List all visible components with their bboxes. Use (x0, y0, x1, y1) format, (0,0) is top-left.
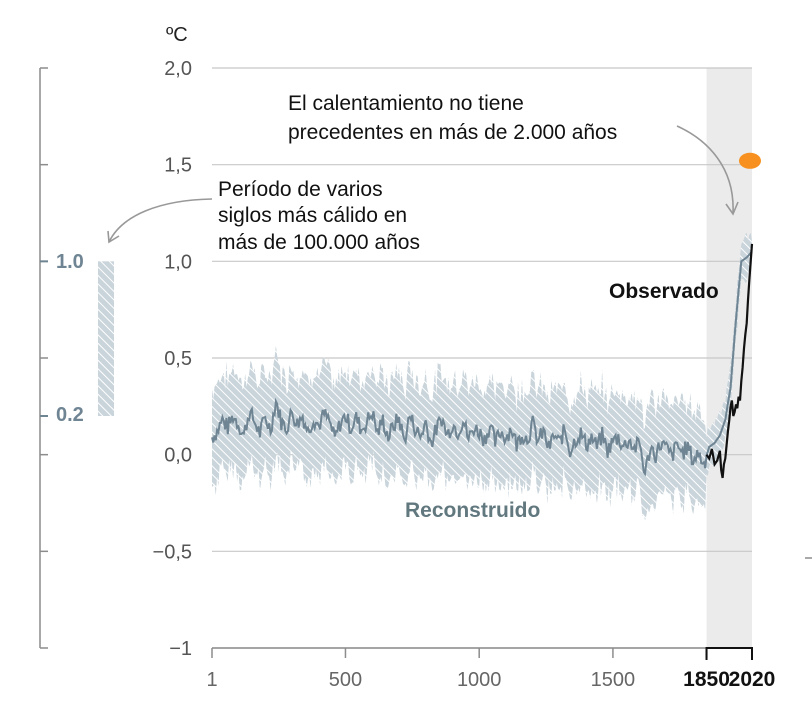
side-bar (98, 261, 114, 416)
highlight-point (739, 152, 761, 169)
annotation-left-arrow (108, 198, 213, 243)
reconstructed-band (212, 232, 752, 521)
reconstructed-label: Reconstruido (405, 499, 540, 522)
grid-lines (212, 67, 752, 649)
x-tick-label: 1500 (591, 669, 636, 691)
side-label-high: 1.0 (56, 251, 84, 273)
annotation-right-arrowhead (725, 201, 739, 216)
y-tick-label: 1,5 (164, 155, 192, 177)
y-tick-label: −0,5 (153, 541, 192, 563)
annotation-left-line2: siglos más cálido en (218, 204, 407, 227)
unit-label: ºC (166, 24, 188, 46)
reconstructed-line (211, 251, 753, 477)
observed-line (705, 243, 754, 479)
x-tick-label: 1 (206, 669, 217, 691)
x-tick-label: 1000 (457, 669, 502, 691)
y-tick-label: −1 (169, 638, 192, 660)
y-axis-ticks: 2,0 1,5 1,0 0,5 0,0 −0,5 −1 (153, 58, 192, 660)
side-label-low: 0.2 (56, 404, 84, 426)
y-tick-label: 2,0 (164, 58, 192, 80)
annotation-right-arrow (676, 125, 734, 214)
x-tick-label: 1850 (683, 668, 730, 691)
x-tick-label: 500 (329, 669, 362, 691)
y-tick-label: 0,0 (164, 445, 192, 467)
y-tick-label: 0,5 (164, 348, 192, 370)
annotation-left-arrowhead (107, 230, 120, 244)
observed-label: Observado (609, 280, 719, 303)
y-tick-label: 1,0 (164, 251, 192, 273)
annotation-right-line2: precedentes en más de 2.000 años (288, 121, 617, 144)
annotation-right-line1: El calentamiento no tiene (288, 92, 524, 115)
period-bracket (705, 647, 753, 660)
annotation-left-line3: más de 100.000 años (218, 231, 420, 254)
x-tick-label: 2020 (729, 668, 776, 691)
side-axis (39, 67, 48, 649)
annotation-left-line1: Período de varios (218, 178, 383, 201)
